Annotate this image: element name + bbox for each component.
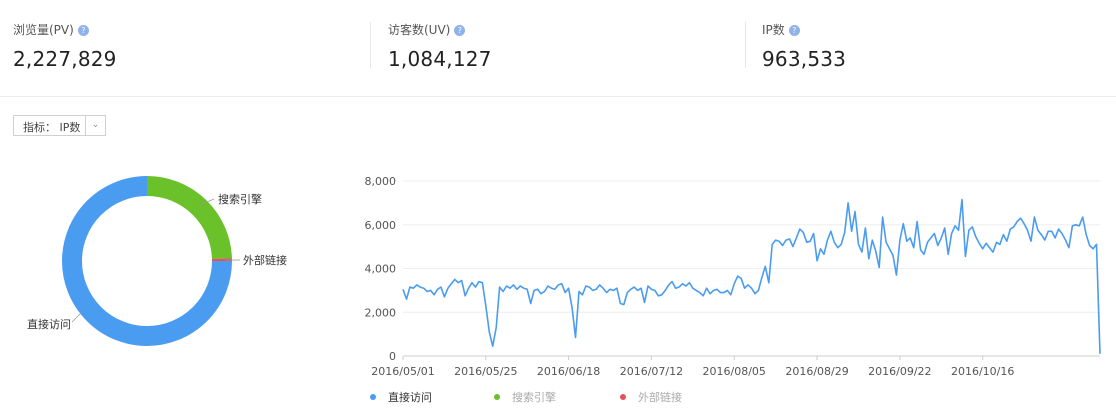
stat-pv-value: 2,227,829 [13,47,117,71]
donut-segment-search[interactable] [62,176,232,346]
stat-pv-label: 浏览量(PV)? [13,21,89,38]
help-icon[interactable]: ? [788,25,800,36]
source-donut-chart: 搜索引擎 外部链接 直接访问 [27,176,287,346]
stat-pv: 浏览量(PV)? 2,227,829 [13,0,353,96]
leader-line-search [199,198,215,206]
help-icon[interactable]: ? [454,25,466,36]
stat-uv-value: 1,084,127 [388,47,492,71]
donut-label-external: 外部链接 [243,253,287,267]
x-tick-label: 2016/06/18 [537,365,600,378]
x-tick-label: 2016/10/16 [951,365,1014,378]
x-tick-label: 2016/07/12 [620,365,683,378]
divider [745,22,746,68]
x-tick-label: 2016/05/25 [454,365,517,378]
divider [370,22,371,68]
leader-line-direct [71,311,83,323]
legend-dot [370,394,376,400]
x-tick-label: 2016/05/01 [371,365,434,378]
series-line-direct[interactable] [402,198,1101,354]
stat-uv-label: 访客数(UV)? [388,21,466,38]
y-tick-label: 8,000 [365,175,397,188]
donut-segment-external[interactable] [62,176,232,346]
section-divider [0,96,1116,97]
y-tick-label: 2,000 [365,306,397,319]
x-tick-label: 2016/08/05 [703,365,766,378]
x-tick-label: 2016/09/22 [868,365,931,378]
chart-grid [403,180,1100,357]
stat-uv: 访客数(UV)? 1,084,127 [388,0,728,96]
y-tick-label: 0 [389,350,396,363]
y-tick-label: 6,000 [365,219,397,232]
metric-selector-text: 指标： IP数 [23,121,81,134]
legend-item-search[interactable]: 搜索引擎 [494,389,556,405]
stat-ip: IP数? 963,533 [762,0,1102,96]
help-icon[interactable]: ? [77,25,89,36]
metric-selector[interactable]: 指标： IP数 ⌄ [13,115,106,136]
stat-ip-value: 963,533 [762,47,847,71]
x-axis: 2016/05/01 2016/05/25 2016/06/18 2016/07/12… [371,356,1014,378]
donut-label-direct: 直接访问 [27,317,71,331]
y-axis: 0 2,000 4,000 6,000 8,000 [365,175,397,363]
donut-label-search: 搜索引擎 [218,192,262,206]
legend-dot [494,394,500,400]
chevron-down-icon[interactable]: ⌄ [85,116,105,135]
stat-ip-label: IP数? [762,21,800,38]
x-tick-label: 2016/08/29 [785,365,848,378]
y-tick-label: 4,000 [365,263,397,276]
legend-item-direct[interactable]: 直接访问 [370,389,432,405]
legend-dot [620,394,626,400]
legend-item-external[interactable]: 外部链接 [620,389,682,405]
